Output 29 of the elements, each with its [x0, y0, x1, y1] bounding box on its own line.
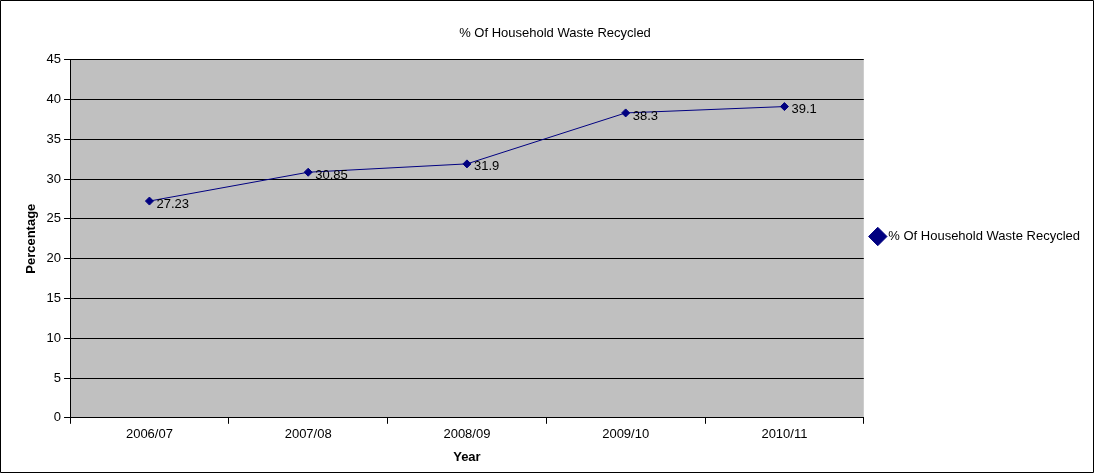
chart-title: % Of Household Waste Recycled: [459, 25, 651, 41]
x-tick-label: 2010/11: [761, 426, 808, 442]
x-axis-title: Year: [453, 448, 481, 464]
x-tick-label: 2006/07: [125, 426, 173, 442]
point: [621, 108, 631, 118]
point: [779, 102, 789, 112]
point: [303, 167, 313, 177]
y-tick-label: 25: [46, 210, 62, 226]
x-tick-label: 2009/10: [602, 426, 650, 442]
y-tick-label: 20: [46, 250, 62, 266]
y-tick-label: 35: [46, 130, 62, 146]
data-label: 31.9: [473, 158, 500, 174]
point: [144, 196, 154, 206]
y-tick-label: 10: [46, 329, 62, 345]
point: [462, 159, 472, 169]
y-axis-title: Percentage: [23, 203, 39, 274]
y-tick-label: 5: [53, 369, 62, 385]
x-tick-label: 2008/09: [443, 426, 491, 442]
data-label: 27.23: [156, 195, 189, 211]
legend-label: % Of Household Waste Recycled: [888, 228, 1081, 244]
data-label: 30.85: [315, 166, 348, 182]
data-label: 38.3: [632, 107, 658, 123]
x-tick-label: 2007/08: [284, 426, 332, 442]
y-tick-label: 30: [46, 170, 62, 186]
y-tick-label: 15: [46, 289, 62, 305]
y-tick-label: 45: [46, 51, 62, 67]
y-tick-label: 0: [53, 409, 62, 425]
data-label: 39.1: [791, 101, 817, 117]
y-tick-label: 40: [46, 90, 62, 106]
